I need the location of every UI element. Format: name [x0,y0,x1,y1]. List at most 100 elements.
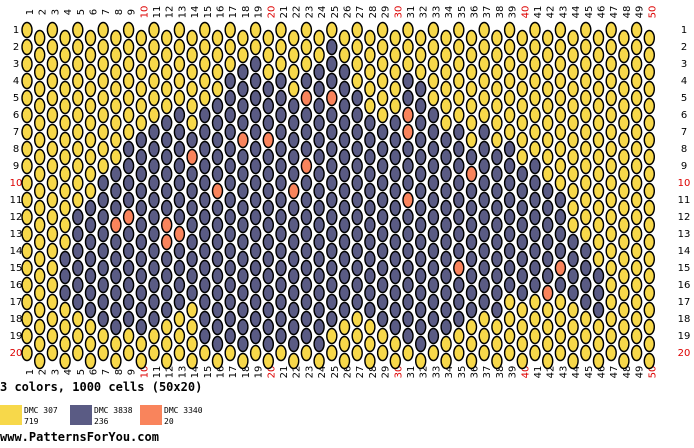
column-label: 33 [431,6,442,19]
bead [338,46,351,64]
bead [135,284,148,302]
bead [97,55,109,73]
column-label: 47 [609,366,620,379]
bead [237,80,249,98]
bead [376,327,389,345]
bead [364,46,376,64]
bead [643,199,655,217]
bead [592,233,605,251]
bead [580,310,592,328]
legend-count: 236 [94,417,109,426]
bead [402,72,414,90]
bead [262,318,274,336]
bead [148,140,160,158]
bead [415,352,427,370]
bead [478,89,490,107]
column-label: 23 [304,366,315,379]
bead [34,29,46,47]
column-label: 39 [508,366,519,379]
bead [21,157,33,175]
bead [389,131,401,149]
bead [275,344,287,362]
bead [440,216,452,234]
bead [21,140,33,158]
bead [491,148,503,166]
column-label: 13 [177,6,188,19]
bead [453,89,465,107]
bead [249,191,262,209]
bead [249,157,262,175]
bead [402,344,414,362]
bead [46,21,59,39]
bead [338,182,351,200]
bead [453,259,465,277]
bead [72,89,84,107]
bead [97,106,109,124]
bead [542,352,554,370]
row-label: 16 [10,280,23,291]
bead [516,46,528,64]
bead [288,97,300,115]
bead [110,148,122,166]
bead [110,216,122,234]
bead [262,46,274,64]
bead [491,284,503,302]
bead [376,191,389,209]
bead [249,242,262,260]
bead [46,225,59,243]
bead [351,140,363,158]
bead [592,46,605,64]
bead [262,301,274,319]
bead [313,318,325,336]
bead [59,29,71,47]
column-label: 24 [317,6,328,19]
bead [237,97,249,115]
bead [503,276,516,294]
bead [237,29,249,47]
bead [135,29,148,47]
bead [288,63,300,81]
bead [415,46,427,64]
bead [643,114,655,132]
bead [199,174,211,192]
bead [135,267,148,285]
bead [580,140,592,158]
bead [618,182,630,200]
column-label: 15 [203,366,214,379]
bead [300,344,313,362]
bead [72,310,84,328]
bead [465,29,478,47]
bead [376,21,389,39]
bead [542,63,554,81]
bead [567,63,579,81]
bead [300,21,313,39]
bead [491,131,503,149]
column-label: 1 [25,369,36,375]
column-label: 5 [76,369,87,375]
bead [453,344,465,362]
bead [630,38,643,56]
bead [427,208,440,226]
bead [389,216,401,234]
bead [351,157,363,175]
bead [605,72,617,90]
row-label: 4 [681,76,687,87]
bead [262,335,274,353]
legend-name: DMC 3340 [164,406,203,415]
bead [605,55,617,73]
bead [262,80,274,98]
summary: 3 colors, 1000 cells (50x20) [0,380,202,394]
bead [554,55,567,73]
bead [160,199,173,217]
bead [592,165,605,183]
bead [186,301,198,319]
bead [97,293,109,311]
bead [237,352,249,370]
bead [84,63,97,81]
bead [630,259,643,277]
legend-count: 719 [24,417,39,426]
bead [199,259,211,277]
bead [402,157,414,175]
bead [630,55,643,73]
bead [478,123,490,141]
